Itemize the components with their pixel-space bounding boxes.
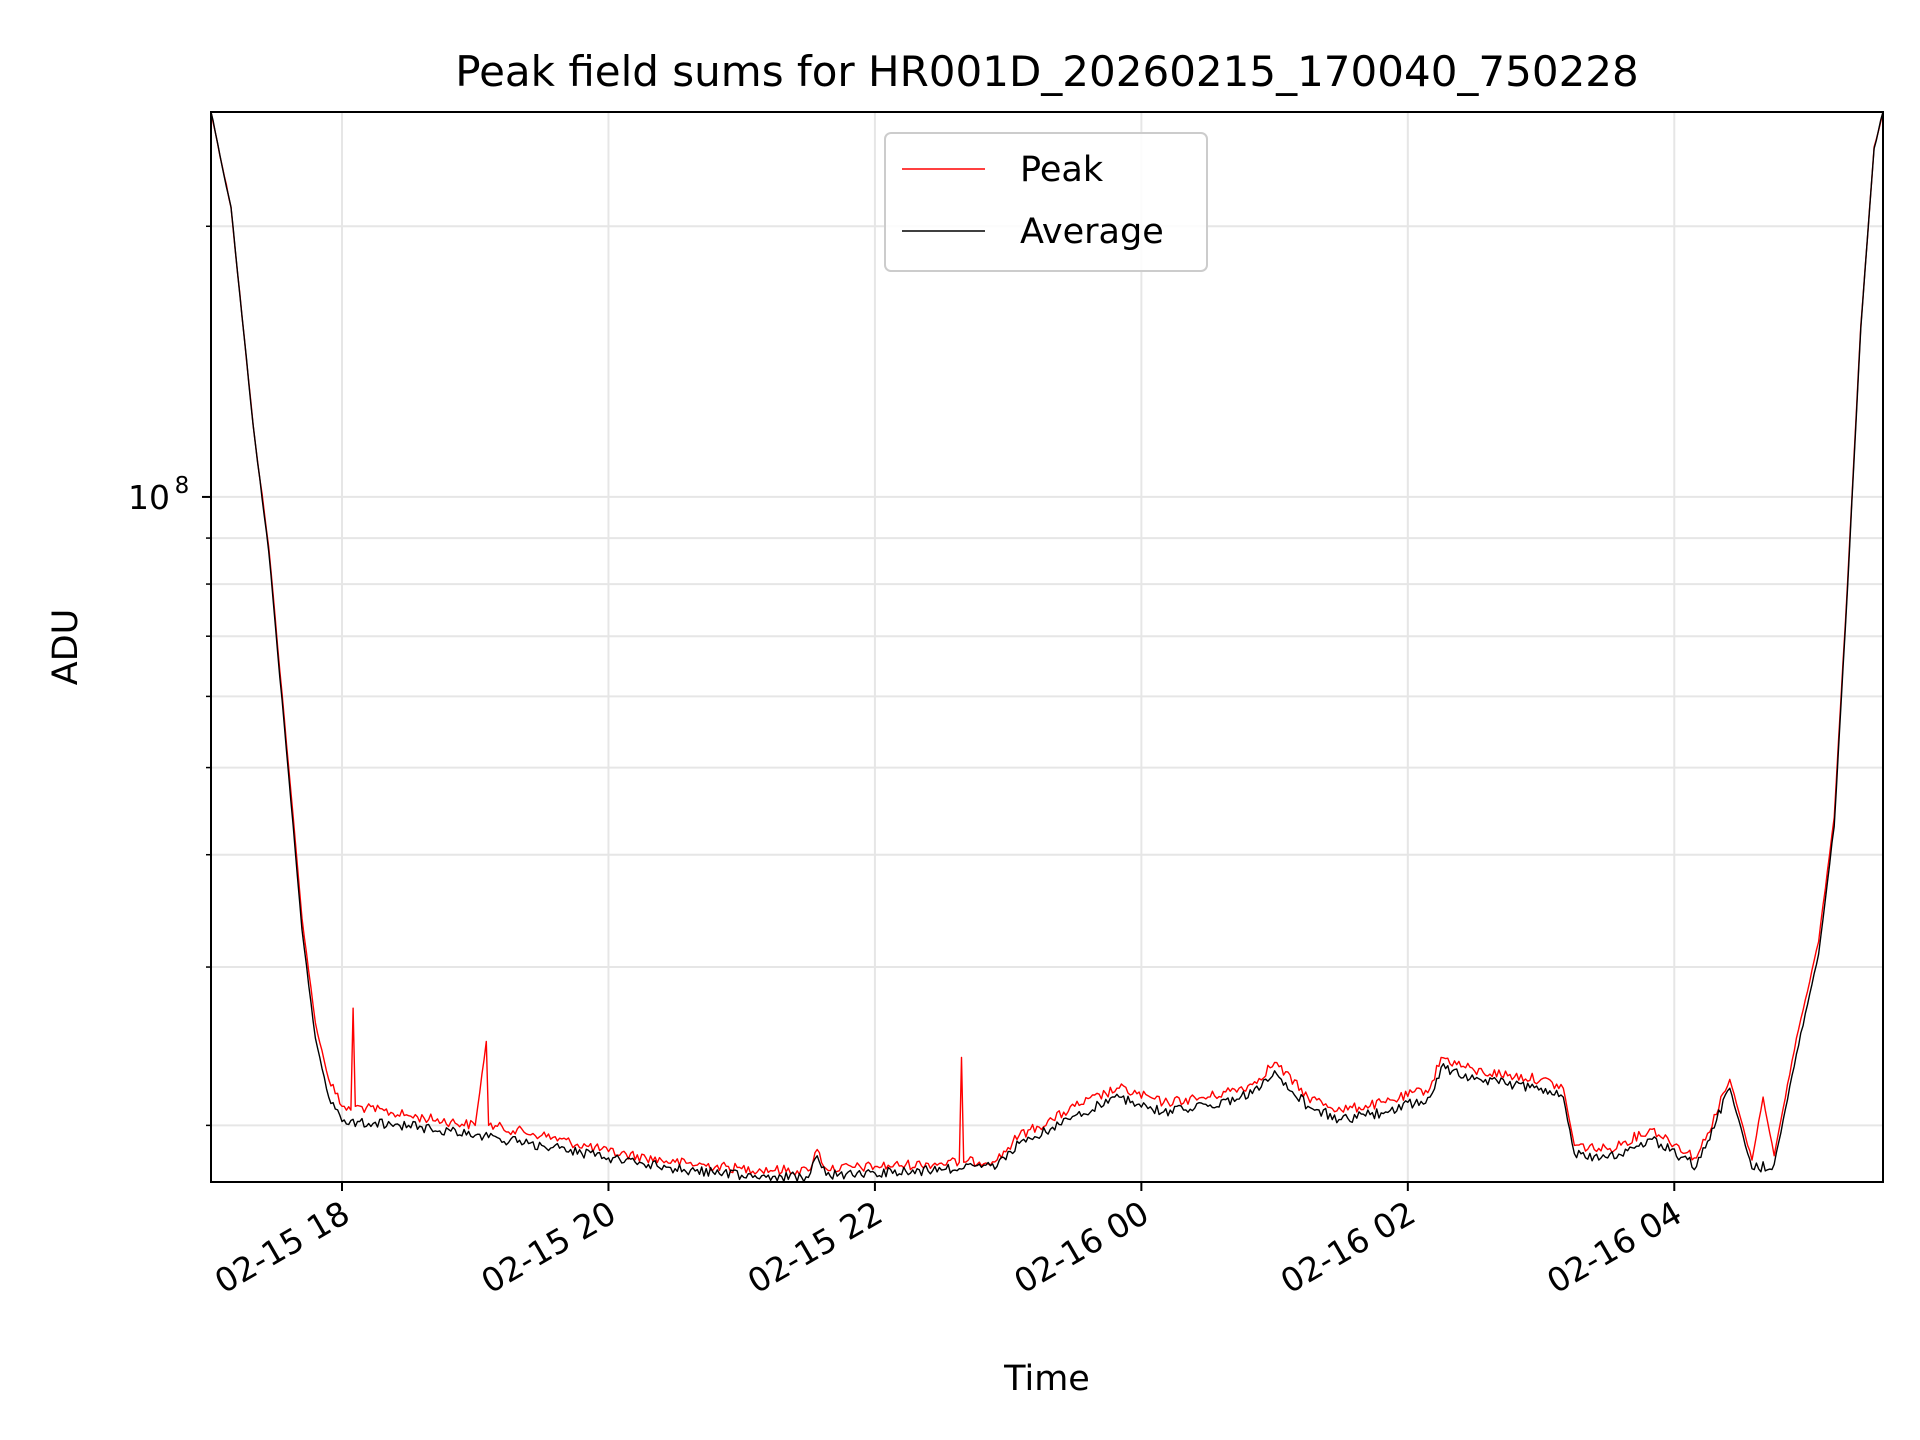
- y-axis-ticks: 10 8: [128, 225, 211, 1127]
- y-tick-label: 10: [128, 478, 170, 517]
- legend: Peak Average: [884, 132, 1208, 272]
- legend-box: [884, 132, 1208, 272]
- series-line-average: [211, 112, 1883, 1182]
- y-tick-exponent: 8: [175, 473, 190, 499]
- legend-label-average: Average: [1020, 212, 1164, 252]
- x-axis-label: Time: [1003, 1359, 1090, 1399]
- y-axis-label: ADU: [46, 609, 86, 686]
- legend-label-peak: Peak: [1020, 150, 1104, 190]
- series-layer: [211, 112, 1883, 1182]
- chart-title: Peak field sums for HR001D_20260215_1700…: [455, 47, 1639, 96]
- series-line-peak: [211, 112, 1883, 1176]
- plot-frame: [210, 111, 1884, 1183]
